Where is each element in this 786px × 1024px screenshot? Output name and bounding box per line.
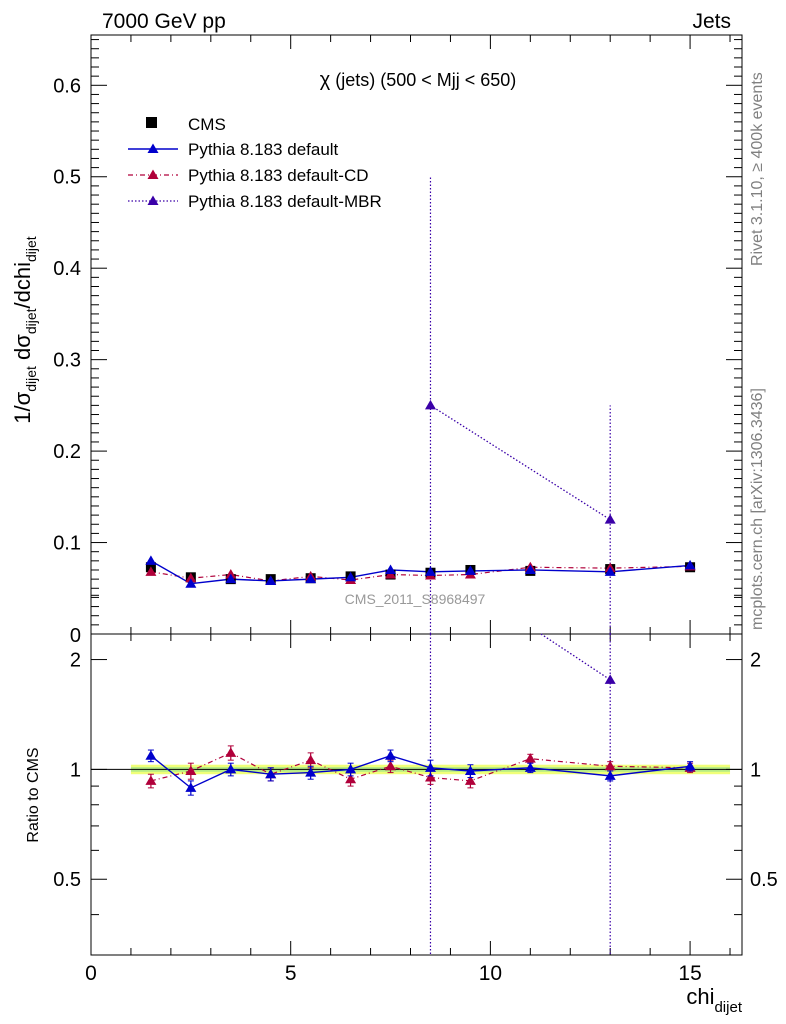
default-line bbox=[150, 560, 691, 585]
ratio-default-point bbox=[185, 782, 197, 792]
legend-cms-label: CMS bbox=[188, 115, 226, 134]
default-point bbox=[524, 564, 536, 574]
main-y-tick-label: 0.4 bbox=[53, 258, 81, 280]
y-axis-label: 1/σdijet dσdijet/dchidijet bbox=[10, 236, 39, 424]
main-y-tick-label: 0.1 bbox=[53, 533, 81, 555]
axis-ticks: 0 5 10 15 0.1 0.2 0.3 0.4 0.5 0.6 0 0.5 0.5 1 1 2 2 bbox=[53, 35, 778, 985]
default-point bbox=[345, 571, 357, 582]
ratio-default-point bbox=[524, 762, 536, 772]
legend-mbr-marker bbox=[147, 195, 159, 205]
ratio-cd-point bbox=[464, 775, 476, 785]
ratio-cd-point bbox=[225, 747, 237, 757]
ratio-y-tick-label-right: 1 bbox=[750, 759, 761, 781]
plot-frames bbox=[90, 34, 743, 956]
default-point bbox=[185, 578, 197, 588]
data-series bbox=[145, 176, 696, 955]
header-right-label: Jets bbox=[692, 10, 731, 33]
default-point bbox=[604, 566, 616, 576]
main-y-zero-label: 0 bbox=[70, 625, 81, 647]
x-label-sub: dijet bbox=[714, 999, 742, 1016]
legend-cms-marker bbox=[146, 117, 157, 128]
ratio-default-point bbox=[385, 750, 397, 760]
ratio-y-tick-label-right: 0.5 bbox=[750, 869, 778, 891]
ratio-default-point bbox=[684, 760, 696, 771]
ratio-mbr-point bbox=[604, 674, 616, 684]
mcplots-label: mcplots.cern.ch [arXiv:1306.3436] bbox=[749, 388, 766, 630]
x-tick-label: 15 bbox=[678, 962, 701, 985]
ratio-cd-point bbox=[524, 753, 536, 763]
cd-line bbox=[150, 565, 691, 582]
default-point bbox=[225, 573, 237, 584]
ratio-cd-point bbox=[424, 772, 436, 782]
default-point bbox=[684, 559, 696, 570]
default-point bbox=[265, 575, 277, 585]
y-label-sub1: dijet bbox=[23, 366, 39, 392]
main-y-tick-label: 0.5 bbox=[53, 167, 81, 189]
ratio-default-point bbox=[604, 770, 616, 780]
x-label-base: chi bbox=[686, 984, 714, 1009]
chart-title-rest: (jets) (500 < Mjj < 650) bbox=[330, 70, 516, 90]
ratio-cd-point bbox=[145, 775, 157, 785]
mbr-point bbox=[604, 514, 616, 524]
chart-title: χ (jets) (500 < Mjj < 650) bbox=[320, 69, 517, 91]
y-label-sub3: dijet bbox=[23, 236, 39, 262]
rivet-label: Rivet 3.1.10, ≥ 400k events bbox=[749, 72, 766, 266]
ratio-y-tick-label-left: 1 bbox=[70, 759, 81, 781]
ratio-default-point bbox=[265, 768, 277, 779]
ratio-cd-point bbox=[305, 754, 317, 765]
y-label-part1: 1/σ bbox=[10, 391, 35, 423]
main-y-tick-label: 0.6 bbox=[53, 75, 81, 97]
chart-title-chi: χ bbox=[320, 69, 331, 91]
ratio-mbr-line bbox=[540, 633, 611, 681]
mbr-line bbox=[430, 404, 611, 521]
mbr-point bbox=[424, 399, 436, 410]
ratio-y-tick-label-right: 2 bbox=[750, 650, 761, 672]
default-point bbox=[305, 573, 317, 584]
ratio-default-point bbox=[424, 762, 436, 772]
x-tick-label: 0 bbox=[85, 962, 97, 985]
default-point bbox=[385, 564, 397, 574]
ratio-y-tick-label-left: 0.5 bbox=[53, 869, 81, 891]
default-point bbox=[464, 565, 476, 575]
legend-mbr-label: Pythia 8.183 default-MBR bbox=[188, 192, 382, 211]
legend-cd-label: Pythia 8.183 default-CD bbox=[188, 166, 369, 185]
x-tick-label: 5 bbox=[285, 962, 297, 985]
ratio-default-point bbox=[145, 750, 157, 760]
cd-point bbox=[185, 572, 197, 583]
legend-cd-marker bbox=[147, 169, 159, 179]
ratio-cd-point bbox=[604, 760, 616, 771]
y-label-part3: /dchi bbox=[10, 262, 35, 308]
header-left-label: 7000 GeV pp bbox=[102, 10, 226, 33]
legend-default-label: Pythia 8.183 default bbox=[188, 140, 339, 159]
y-label-sub2: dijet bbox=[23, 308, 39, 334]
main-y-tick-label: 0.2 bbox=[53, 441, 81, 463]
ratio-default-point bbox=[305, 767, 317, 777]
x-tick-label: 10 bbox=[479, 962, 502, 985]
default-point bbox=[145, 555, 157, 565]
ratio-cd-point bbox=[385, 760, 397, 771]
legend: CMS Pythia 8.183 default Pythia 8.183 de… bbox=[128, 115, 382, 211]
default-point bbox=[424, 566, 436, 576]
x-axis-label: chidijet bbox=[686, 984, 742, 1016]
y-label-part2: dσ bbox=[10, 334, 35, 366]
ratio-cd-point bbox=[185, 765, 197, 775]
ratio-default-line bbox=[150, 755, 691, 789]
ratio-default-point bbox=[464, 765, 476, 775]
main-y-tick-label: 0.3 bbox=[53, 350, 81, 372]
legend-default-marker bbox=[147, 143, 159, 153]
ratio-frame bbox=[90, 633, 743, 956]
ratio-default-point bbox=[225, 763, 237, 774]
ratio-default-point bbox=[345, 763, 357, 774]
analysis-tag: CMS_2011_S8968497 bbox=[345, 591, 486, 607]
ratio-y-axis-label: Ratio to CMS bbox=[25, 747, 42, 842]
ratio-y-tick-label-left: 2 bbox=[70, 650, 81, 672]
ratio-cd-point bbox=[345, 773, 357, 784]
cd-point bbox=[145, 566, 157, 576]
